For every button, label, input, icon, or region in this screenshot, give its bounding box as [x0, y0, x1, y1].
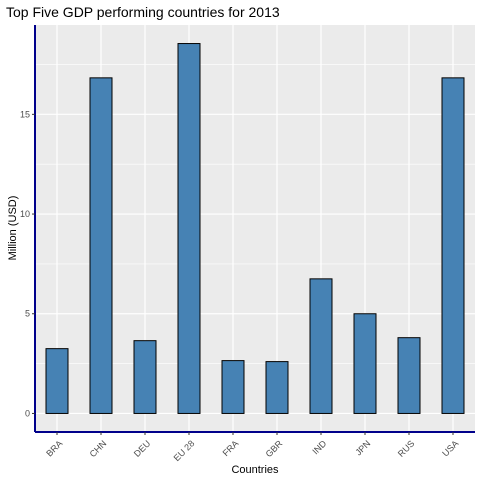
- y-tick-label: 0: [25, 408, 30, 418]
- x-tick-label: FRA: [221, 438, 241, 458]
- x-tick-label: CHN: [88, 438, 109, 459]
- x-axis-label: Countries: [231, 464, 279, 476]
- x-tick-label: DEU: [132, 438, 153, 459]
- x-tick-label: JPN: [353, 438, 372, 457]
- x-tick-label: BRA: [44, 438, 64, 458]
- bar-chn: [89, 77, 113, 414]
- y-tick-label: 15: [20, 109, 30, 119]
- y-tick-label: 10: [20, 209, 30, 219]
- bar-deu: [133, 340, 157, 414]
- x-axis-ticks: BRA CHN DEU EU 28 FRA GBR IND JPN RUS USA: [44, 432, 460, 463]
- bars: [45, 43, 465, 414]
- y-axis-label: Million (USD): [7, 196, 19, 261]
- x-tick-label: GBR: [264, 438, 285, 459]
- bar-bra: [45, 348, 69, 414]
- x-tick-label: IND: [310, 438, 328, 456]
- bar-rus: [397, 337, 421, 414]
- y-tick-label: 5: [25, 309, 30, 319]
- chart-title: Top Five GDP performing countries for 20…: [6, 4, 280, 20]
- bar-usa: [441, 77, 465, 414]
- x-tick-label: EU 28: [172, 438, 197, 463]
- y-axis-ticks: 0 5 10 15: [20, 109, 35, 418]
- bar-eu-28: [177, 43, 201, 414]
- x-tick-label: USA: [440, 438, 460, 458]
- bar-jpn: [353, 313, 377, 414]
- bar-ind: [309, 278, 333, 414]
- bar-fra: [221, 360, 245, 414]
- x-tick-label: RUS: [396, 438, 417, 459]
- bar-gbr: [265, 361, 289, 414]
